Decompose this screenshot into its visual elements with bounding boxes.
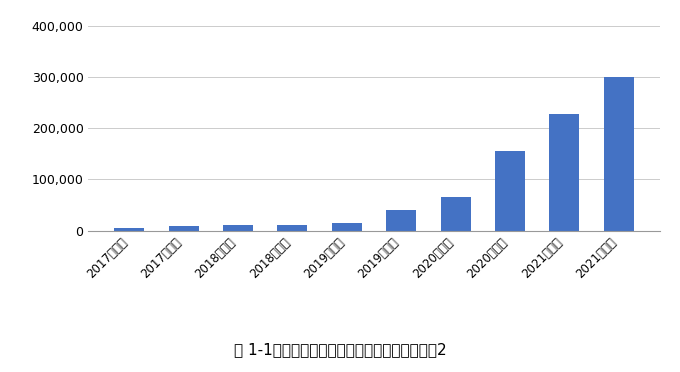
Bar [495, 151, 525, 231]
Bar [604, 77, 634, 231]
Bar [386, 210, 416, 231]
Bar [277, 225, 307, 231]
Bar [549, 114, 579, 231]
Bar [441, 198, 471, 231]
Bar [223, 225, 253, 231]
Bar [114, 228, 144, 231]
Bar [332, 223, 362, 231]
Text: 図 1-1　国内のフィッシング情報の届け出件数2: 図 1-1 国内のフィッシング情報の届け出件数2 [234, 342, 446, 357]
Bar [169, 226, 199, 231]
